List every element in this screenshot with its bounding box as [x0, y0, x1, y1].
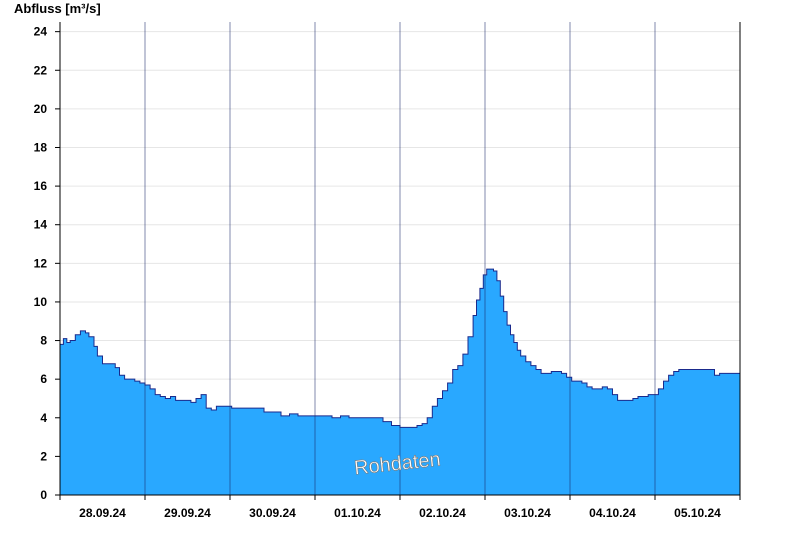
x-tick-label: 01.10.24 [334, 506, 381, 520]
x-tick-label: 05.10.24 [674, 506, 721, 520]
x-ticks: 28.09.24 29.09.24 30.09.24 01.10.24 02.10.24… [59, 495, 741, 520]
day-dividers [144, 22, 656, 495]
y-tick-label: 2 [40, 449, 47, 463]
y-tick-label: 12 [34, 256, 48, 270]
y-tick-label: 0 [40, 488, 47, 502]
y-tick-label: 4 [40, 411, 47, 425]
y-tick-label: 22 [34, 63, 48, 77]
discharge-line [60, 268, 740, 428]
y-tick-label: 18 [34, 140, 48, 154]
x-tick-label: 28.09.24 [79, 506, 126, 520]
y-tick-label: 24 [34, 25, 48, 39]
y-tick-label: 8 [40, 334, 47, 348]
y-tick-label: 10 [34, 295, 48, 309]
y-tick-label: 16 [34, 179, 48, 193]
y-axis-label: Abfluss [m³/s] [14, 1, 101, 16]
y-tick-label: 14 [34, 218, 48, 232]
x-tick-label: 02.10.24 [419, 506, 466, 520]
x-tick-label: 03.10.24 [504, 506, 551, 520]
x-tick-label: 30.09.24 [249, 506, 296, 520]
y-tick-label: 20 [34, 102, 48, 116]
x-tick-label: 29.09.24 [164, 506, 211, 520]
y-tick-label: 6 [40, 372, 47, 386]
x-tick-label: 04.10.24 [589, 506, 636, 520]
